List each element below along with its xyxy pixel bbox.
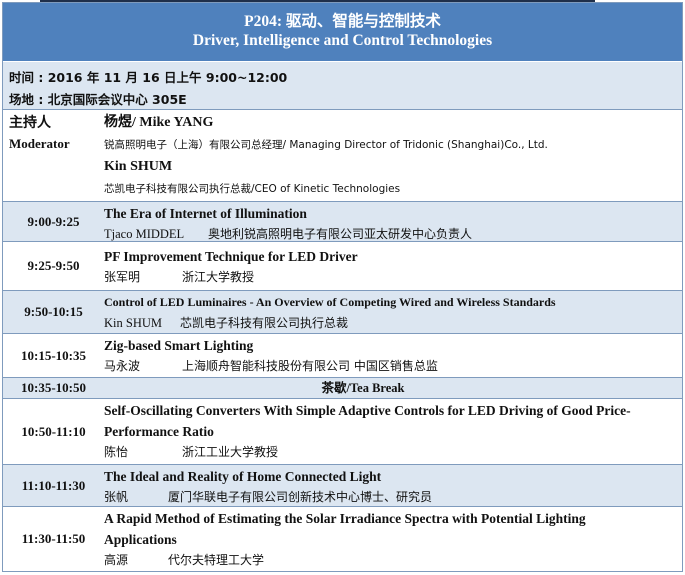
session-time: 9:50-10:15 <box>24 304 83 319</box>
speaker-name: 张军明 <box>104 270 141 284</box>
moderator-label-en: Moderator <box>9 136 70 151</box>
speaker-affiliation: 浙江工业大学教授 <box>182 445 279 459</box>
session-time: 11:30-11:50 <box>21 531 86 546</box>
speaker-name: Tjaco MIDDEL <box>104 227 185 241</box>
session-time: 9:00-9:25 <box>27 213 80 229</box>
top-border <box>40 0 595 2</box>
speaker-name: 陈怡 <box>104 445 129 459</box>
speaker-affiliation: 奥地利锐高照明电子有限公司亚太研发中心负责人 <box>208 227 473 241</box>
talk-title: The Era of Internet of Illumination <box>104 206 307 221</box>
speaker-name: Kin SHUM <box>104 316 162 330</box>
session-row: 10:15-10:35 Zig-based Smart Lighting 马永波… <box>3 333 682 377</box>
speaker-name: 马永波 <box>104 359 141 373</box>
talk-title: The Ideal and Reality of Home Connected … <box>104 469 382 484</box>
moderator-title: 芯凯电子科技有限公司执行总裁/CEO of Kinetic Technologi… <box>104 183 401 195</box>
session-row: 11:30-11:50 A Rapid Method of Estimating… <box>3 506 682 571</box>
talk-title: Control of LED Luminaires - An Overview … <box>104 295 556 309</box>
session-info: 时间 : 2016 年 11 月 16 日上午 9:00~12:00 场地 : … <box>3 61 682 109</box>
break-label: 茶歇/Tea Break <box>321 381 405 395</box>
moderator-label-cn: 主持人 <box>9 115 51 131</box>
table-header: P204: 驱动、智能与控制技术 Driver, Intelligence an… <box>3 3 682 61</box>
moderator-title: 锐高照明电子（上海）有限公司总经理/ Managing Director of … <box>104 139 548 151</box>
talk-title: A Rapid Method of Estimating the Solar I… <box>104 511 586 547</box>
speaker-name: 张帆 <box>104 490 129 504</box>
talk-title: Self-Oscillating Converters With Simple … <box>104 403 631 439</box>
session-row: 9:00-9:25 The Era of Internet of Illumin… <box>3 201 682 241</box>
session-time: 9:25-9:50 <box>27 258 80 273</box>
session-row: 9:50-10:15 Control of LED Luminaires - A… <box>3 290 682 333</box>
session-row: 10:50-11:10 Self-Oscillating Converters … <box>3 398 682 464</box>
session-venue: 场地 : 北京国际会议中心 305E <box>9 92 187 107</box>
speaker-affiliation: 浙江大学教授 <box>182 270 255 284</box>
speaker-affiliation: 芯凯电子科技有限公司执行总裁 <box>180 316 349 330</box>
talk-title: Zig-based Smart Lighting <box>104 338 254 353</box>
session-title-cn: P204: 驱动、智能与控制技术 <box>244 13 441 30</box>
moderator-name: 杨煜/ Mike YANG <box>104 115 214 130</box>
talk-title: PF Improvement Technique for LED Driver <box>104 249 358 264</box>
session-time: 时间 : 2016 年 11 月 16 日上午 9:00~12:00 <box>9 70 288 85</box>
session-time: 10:50-11:10 <box>21 423 86 439</box>
speaker-affiliation: 厦门华联电子有限公司创新技术中心博士、研究员 <box>168 490 433 504</box>
session-time: 10:15-10:35 <box>21 347 86 363</box>
moderator-row: 主持人 Moderator 杨煜/ Mike YANG 锐高照明电子（上海）有限… <box>3 109 682 201</box>
break-time: 10:35-10:50 <box>21 380 86 395</box>
session-title-en: Driver, Intelligence and Control Technol… <box>192 32 493 49</box>
session-time: 11:10-11:30 <box>21 477 86 493</box>
session-row: 9:25-9:50 PF Improvement Technique for L… <box>3 241 682 290</box>
moderator-name: Kin SHUM <box>104 159 173 174</box>
break-row: 10:35-10:50 茶歇/Tea Break <box>3 377 682 398</box>
session-row: 11:10-11:30 The Ideal and Reality of Hom… <box>3 464 682 506</box>
speaker-affiliation: 上海顺舟智能科技股份有限公司 中国区销售总监 <box>182 359 438 373</box>
speaker-affiliation: 代尔夫特理工大学 <box>168 553 265 567</box>
speaker-name: 高源 <box>104 553 129 567</box>
